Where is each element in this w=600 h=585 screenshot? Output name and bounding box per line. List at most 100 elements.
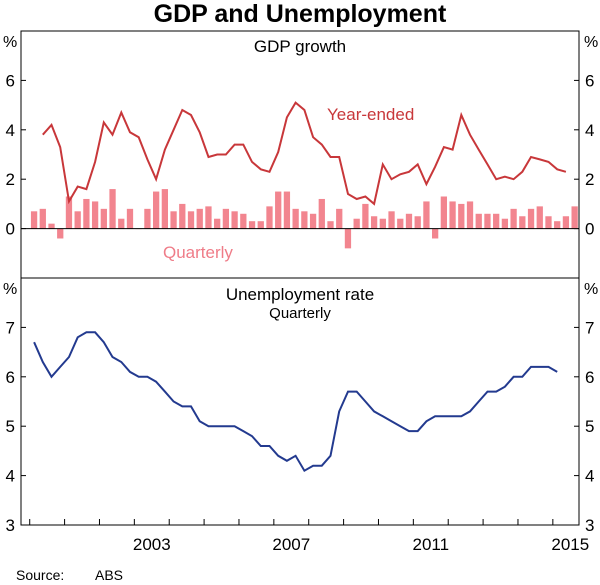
quarterly-bar: [65, 196, 73, 229]
quarterly-bar: [440, 196, 447, 229]
quarterly-bar: [161, 189, 168, 229]
x-axis: 2003 2007 2011 2015: [29, 519, 589, 554]
quarterly-bar: [266, 206, 273, 229]
quarterly-bar: [562, 216, 570, 229]
gdp-left-tick-label: 2: [6, 170, 15, 189]
unemployment-left-tick-label: 5: [6, 417, 15, 436]
unemployment-right-tick-label: 6: [585, 368, 594, 387]
quarterly-bar: [336, 208, 343, 229]
gdp-left-tick-label: 0: [6, 220, 15, 239]
quarterly-bar: [519, 216, 526, 229]
gdp-left-tick-label: 4: [6, 121, 15, 140]
x-tick-label: 2007: [272, 535, 310, 554]
unemployment-left-unit: %: [3, 281, 17, 298]
gdp-right-tick-label: 0: [585, 220, 594, 239]
source-value: ABS: [95, 567, 123, 583]
unemployment-left-tick-label: 4: [6, 467, 15, 486]
unemployment-right-unit: %: [584, 281, 598, 298]
quarterly-bar: [536, 206, 543, 229]
gdp-y-axis-ticks: 0 0 2 2 4 4 6 6: [6, 71, 595, 238]
gdp-growth-panel: GDP growth % % 0 0 2 2 4 4 6 6 Year-ended Quart…: [3, 34, 598, 262]
unemployment-panel: Unemployment rate Quarterly % % 3 3 4 4 5 5 6 6…: [3, 281, 598, 535]
gdp-right-tick-label: 4: [585, 121, 594, 140]
quarterly-bar: [545, 216, 552, 229]
quarterly-bar: [501, 218, 509, 229]
x-tick-label: 2011: [413, 535, 450, 554]
quarterly-bar: [57, 228, 64, 239]
quarterly-bar: [248, 221, 256, 229]
quarterly-bar: [214, 218, 221, 229]
quarterly-bar: [466, 201, 474, 229]
quarterly-bar: [527, 208, 535, 229]
unemployment-left-tick-label: 3: [6, 516, 15, 535]
x-tick-label: 2015: [551, 535, 589, 554]
unemployment-right-tick-label: 7: [585, 318, 594, 337]
quarterly-bar: [432, 228, 439, 239]
quarterly-bar: [414, 216, 421, 229]
quarterly-bar: [510, 208, 517, 229]
unemployment-left-tick-label: 7: [6, 318, 15, 337]
gdp-right-tick-label: 6: [585, 71, 594, 90]
x-tick-label: 2003: [133, 535, 171, 554]
gdp-panel-frame: [20, 30, 580, 279]
quarterly-bar: [170, 211, 177, 229]
quarterly-bar: [153, 191, 160, 229]
quarterly-bar: [126, 208, 134, 229]
quarterly-bar: [39, 208, 46, 229]
unemployment-panel-frame: [20, 277, 580, 526]
quarterly-bar: [318, 198, 325, 229]
quarterly-bar: [74, 211, 81, 229]
quarterly-bar: [144, 208, 151, 229]
quarterly-bar: [48, 223, 55, 229]
quarterly-bar: [405, 213, 413, 229]
quarterly-bar: [231, 211, 238, 229]
quarterly-bar: [240, 213, 247, 229]
unemployment-right-tick-label: 5: [585, 417, 594, 436]
unemployment-rate-line: [33, 331, 558, 473]
unemployment-right-tick-label: 4: [585, 467, 594, 486]
quarterly-label: Quarterly: [163, 243, 233, 262]
quarterly-bar: [30, 211, 38, 229]
quarterly-bar: [205, 206, 212, 229]
quarterly-bar: [283, 191, 291, 229]
quarterly-bar: [344, 228, 352, 249]
quarterly-bar: [222, 208, 230, 229]
quarterly-bar: [362, 203, 369, 229]
quarterly-bar: [458, 203, 465, 229]
unemployment-panel-subtitle: Quarterly: [269, 305, 331, 322]
quarterly-bar: [187, 211, 195, 229]
quarterly-bar: [388, 211, 395, 229]
gdp-panel-title: GDP growth: [254, 37, 346, 56]
unemployment-y-axis-ticks: 3 3 4 4 5 5 6 6 7 7: [6, 318, 595, 535]
quarterly-bar: [275, 191, 282, 229]
quarterly-bar: [179, 203, 186, 229]
quarterly-bar: [475, 213, 482, 229]
quarterly-bar: [423, 201, 430, 229]
unemployment-panel-title: Unemployment rate: [226, 285, 374, 304]
quarterly-bar: [493, 213, 500, 229]
quarterly-bar: [554, 221, 561, 229]
quarterly-bar: [118, 218, 125, 229]
gdp-left-unit: %: [3, 34, 17, 51]
quarterly-bar: [109, 189, 116, 229]
quarterly-bar: [571, 206, 578, 229]
unemployment-left-tick-label: 6: [6, 368, 15, 387]
quarterly-bar: [257, 221, 264, 229]
quarterly-bar: [309, 213, 317, 229]
quarterly-bar: [100, 208, 107, 229]
year-ended-line: [42, 101, 567, 206]
chart-title: GDP and Unemployment: [154, 0, 447, 28]
source-label: Source:: [16, 567, 64, 583]
unemployment-right-tick-label: 3: [585, 516, 594, 535]
quarterly-bar: [327, 221, 334, 229]
quarterly-bar: [83, 198, 90, 229]
gdp-right-unit: %: [584, 34, 598, 51]
quarterly-bar: [91, 201, 99, 229]
quarterly-bar: [196, 208, 203, 229]
gdp-right-tick-label: 2: [585, 170, 594, 189]
quarterly-bar: [379, 218, 386, 229]
quarterly-bar: [292, 208, 299, 229]
year-ended-label: Year-ended: [327, 105, 414, 124]
quarterly-bar: [301, 211, 308, 229]
